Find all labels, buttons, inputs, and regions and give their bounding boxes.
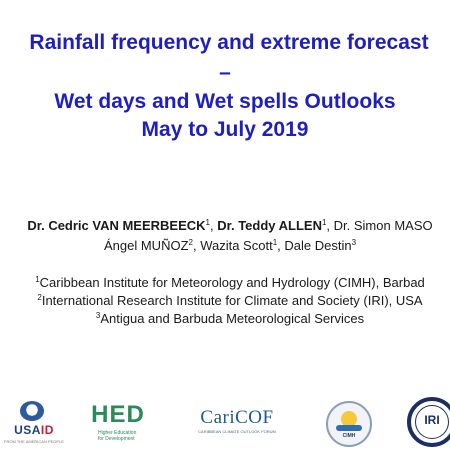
affiliation-text: Antigua and Barbuda Meteorological Servi… [100, 311, 365, 326]
affiliation-text: Caribbean Institute for Meteorology and … [39, 275, 425, 290]
authors-line-2: Ángel MUÑOZ2, Wazita Scott1, Dale Destin… [0, 236, 450, 256]
usaid-seal-icon [20, 401, 44, 421]
cimh-logo: CIMH [326, 401, 372, 447]
title-line-2: – [219, 61, 231, 84]
title-line-3: Wet days and Wet spells Outlooks [54, 90, 396, 113]
author-name: , Dale Destin [277, 238, 352, 253]
logo-strip: USAID FROM THE AMERICAN PEOPLE HED Highe… [0, 395, 450, 450]
hed-logo: HED Higher Education for Development [88, 401, 148, 449]
author-name: Ángel MUÑOZ [103, 238, 189, 253]
author-name: , Dr. Simon MASO [326, 218, 433, 233]
author-name: , Wazita Scott [192, 238, 273, 253]
affiliation-sup: 2 [37, 293, 42, 302]
author-affil-sup: 2 [188, 238, 193, 247]
caricof-wordmark: CariCOF [200, 407, 274, 428]
sun-icon [341, 411, 357, 427]
hed-wordmark: HED [91, 401, 145, 428]
affiliation-sup: 1 [35, 275, 40, 284]
affiliation-sup: 3 [95, 311, 101, 320]
author-separator: , [210, 218, 218, 233]
iri-ring-icon [415, 405, 449, 439]
affiliation-line: 3Antigua and Barbuda Meteorological Serv… [0, 310, 450, 328]
author-affil-sup: 3 [351, 238, 357, 247]
affiliation-text: International Research Institute for Cli… [41, 293, 423, 308]
usaid-logo: USAID FROM THE AMERICAN PEOPLE [4, 401, 64, 449]
author-affil-sup: 1 [205, 218, 210, 227]
author-affil-sup: 1 [272, 238, 278, 247]
author-name: Dr. Teddy ALLEN [217, 218, 322, 233]
title-line-4: May to July 2019 [141, 118, 309, 141]
title-line-1: Rainfall frequency and extreme forecast [29, 31, 429, 54]
author-affil-sup: 1 [321, 218, 327, 227]
affiliations-block: 1Caribbean Institute for Meteorology and… [0, 274, 450, 328]
authors-block: Dr. Cedric VAN MEERBEECK1, Dr. Teddy ALL… [0, 216, 450, 256]
cimh-label: CIMH [342, 433, 356, 439]
authors-line-1: Dr. Cedric VAN MEERBEECK1, Dr. Teddy ALL… [0, 216, 450, 236]
affiliation-line: 1Caribbean Institute for Meteorology and… [0, 274, 450, 292]
usaid-tagline: FROM THE AMERICAN PEOPLE [4, 439, 64, 444]
affiliation-line: 2International Research Institute for Cl… [0, 292, 450, 310]
caricof-logo: CariCOF CARIBBEAN CLIMATE OUTLOOK FORUM [182, 407, 292, 447]
iri-logo: IRI [407, 397, 450, 447]
author-name: Dr. Cedric VAN MEERBEECK [27, 218, 206, 233]
wave-icon [336, 425, 362, 431]
usaid-wordmark: USAID [14, 423, 54, 437]
caricof-tagline: CARIBBEAN CLIMATE OUTLOOK FORUM [198, 429, 276, 434]
iri-wordmark: IRI [424, 413, 440, 427]
hed-tagline: Higher Education for Development [98, 430, 137, 442]
